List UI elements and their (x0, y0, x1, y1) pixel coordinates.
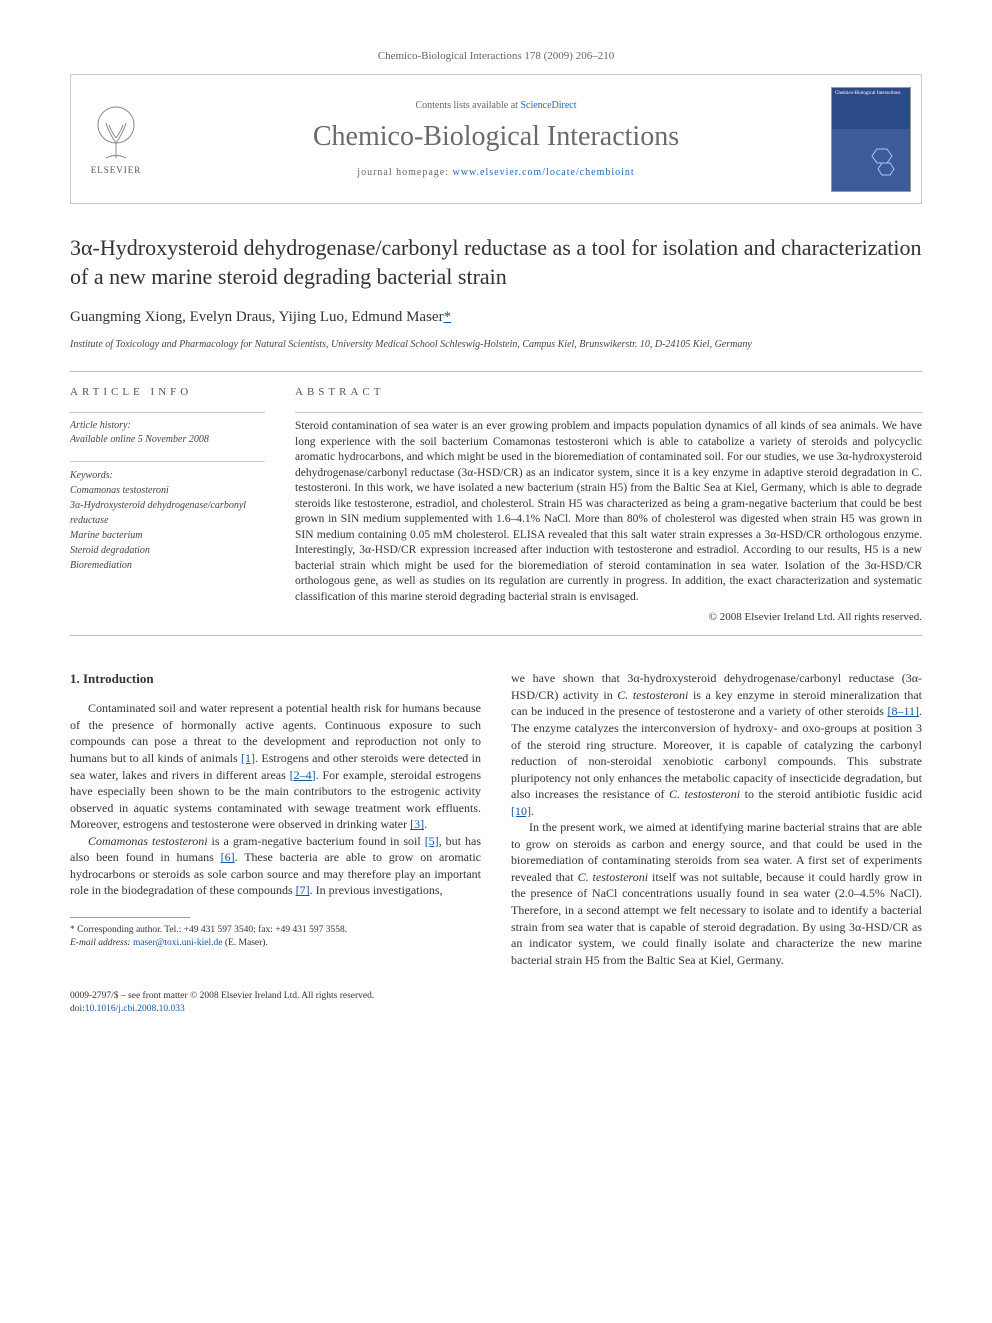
history-header: Article history: (70, 420, 131, 431)
abstract-column: ABSTRACT Steroid contamination of sea wa… (295, 386, 922, 623)
keyword: Bioremediation (70, 558, 265, 573)
text-run: is a gram-negative bacterium found in so… (208, 834, 425, 848)
keywords-block: Keywords: Comamonas testosteroni 3α-Hydr… (70, 468, 265, 573)
footnote-corr: * Corresponding author. Tel.: +49 431 59… (70, 924, 481, 937)
journal-cover-thumbnail: Chemico-Biological Interactions (831, 87, 911, 192)
text-run-italic: C. testosteroni (617, 688, 688, 702)
divider-bottom (70, 635, 922, 636)
text-run-italic: C. testosteroni (578, 870, 649, 884)
article-history: Article history: Available online 5 Nove… (70, 419, 265, 447)
citation-link[interactable]: [7] (296, 883, 310, 897)
section-heading: 1. Introduction (70, 670, 481, 688)
citation-link[interactable]: [8–11] (887, 704, 919, 718)
footer-copyright: 0009-2797/$ – see front matter © 2008 El… (70, 990, 922, 1003)
paragraph: Contaminated soil and water represent a … (70, 700, 481, 832)
email-link[interactable]: maser@toxi.uni-kiel.de (133, 938, 222, 948)
email-suffix: (E. Maser). (222, 938, 267, 948)
section-title: Introduction (83, 671, 154, 686)
history-line: Available online 5 November 2008 (70, 434, 209, 445)
authors-text: Guangming Xiong, Evelyn Draus, Yijing Lu… (70, 309, 444, 325)
publisher-name: ELSEVIER (91, 165, 142, 175)
abstract-label: ABSTRACT (295, 386, 922, 398)
doi-link[interactable]: 10.1016/j.cbi.2008.10.033 (85, 1004, 185, 1014)
abstract-rule (295, 412, 922, 413)
section-number: 1. (70, 671, 80, 686)
corresponding-marker[interactable]: * (444, 309, 452, 325)
corresponding-footnote: * Corresponding author. Tel.: +49 431 59… (70, 924, 481, 950)
citation-link[interactable]: [10] (511, 804, 531, 818)
header-center: Contents lists available at ScienceDirec… (161, 90, 831, 188)
email-label: E-mail address: (70, 938, 133, 948)
text-run: to the steroid antibiotic fusidic acid (740, 787, 922, 801)
doi-label: doi: (70, 1004, 85, 1014)
cover-title: Chemico-Biological Interactions (832, 88, 910, 100)
citation-link[interactable]: [3] (410, 817, 424, 831)
molecule-icon (862, 141, 902, 181)
keyword: 3α-Hydroxysteroid dehydrogenase/carbonyl… (70, 498, 265, 528)
page-footer: 0009-2797/$ – see front matter © 2008 El… (70, 990, 922, 1016)
contents-prefix: Contents lists available at (415, 100, 520, 111)
citation-link[interactable]: [2–4] (290, 768, 316, 782)
journal-reference: Chemico-Biological Interactions 178 (200… (70, 50, 922, 62)
body-column-right: we have shown that 3α-hydroxysteroid deh… (511, 670, 922, 968)
body-column-left: 1. Introduction Contaminated soil and wa… (70, 670, 481, 968)
citation-link[interactable]: [5] (425, 834, 439, 848)
authors-line: Guangming Xiong, Evelyn Draus, Yijing Lu… (70, 309, 922, 326)
affiliation: Institute of Toxicology and Pharmacology… (70, 338, 922, 351)
citation-link[interactable]: [6] (221, 850, 235, 864)
info-abstract-row: ARTICLE INFO Article history: Available … (70, 386, 922, 623)
divider-top (70, 371, 922, 372)
text-run: . (424, 817, 427, 831)
paragraph: we have shown that 3α-hydroxysteroid deh… (511, 670, 922, 819)
body-columns: 1. Introduction Contaminated soil and wa… (70, 670, 922, 968)
journal-homepage: journal homepage: www.elsevier.com/locat… (161, 167, 831, 178)
paragraph: In the present work, we aimed at identif… (511, 819, 922, 968)
article-info-label: ARTICLE INFO (70, 386, 265, 398)
article-info-column: ARTICLE INFO Article history: Available … (70, 386, 265, 623)
footer-doi: doi:10.1016/j.cbi.2008.10.033 (70, 1003, 922, 1016)
info-rule-2 (70, 461, 265, 462)
keywords-header: Keywords: (70, 470, 113, 481)
journal-header: ELSEVIER Contents lists available at Sci… (70, 74, 922, 204)
text-run-italic: Comamonas testosteroni (88, 834, 208, 848)
contents-available: Contents lists available at ScienceDirec… (161, 100, 831, 111)
publisher-logo: ELSEVIER (71, 75, 161, 203)
sciencedirect-link[interactable]: ScienceDirect (520, 100, 576, 111)
citation-link[interactable]: [1] (241, 751, 255, 765)
article-title: 3α-Hydroxysteroid dehydrogenase/carbonyl… (70, 234, 922, 291)
info-rule-1 (70, 412, 265, 413)
footnote-rule (70, 917, 190, 918)
text-run: itself was not suitable, because it coul… (511, 870, 922, 967)
homepage-prefix: journal homepage: (357, 167, 452, 178)
footnote-email: E-mail address: maser@toxi.uni-kiel.de (… (70, 937, 481, 950)
elsevier-tree-icon (91, 103, 141, 163)
abstract-text: Steroid contamination of sea water is an… (295, 419, 922, 605)
journal-name: Chemico-Biological Interactions (161, 121, 831, 153)
text-run-italic: C. testosteroni (669, 787, 740, 801)
keyword: Comamonas testosteroni (70, 483, 265, 498)
abstract-copyright: © 2008 Elsevier Ireland Ltd. All rights … (295, 611, 922, 623)
keyword: Marine bacterium (70, 528, 265, 543)
homepage-link[interactable]: www.elsevier.com/locate/chembioint (453, 167, 635, 178)
text-run: . (531, 804, 534, 818)
paragraph: Comamonas testosteroni is a gram-negativ… (70, 833, 481, 899)
keyword: Steroid degradation (70, 543, 265, 558)
text-run: . In previous investigations, (310, 883, 443, 897)
